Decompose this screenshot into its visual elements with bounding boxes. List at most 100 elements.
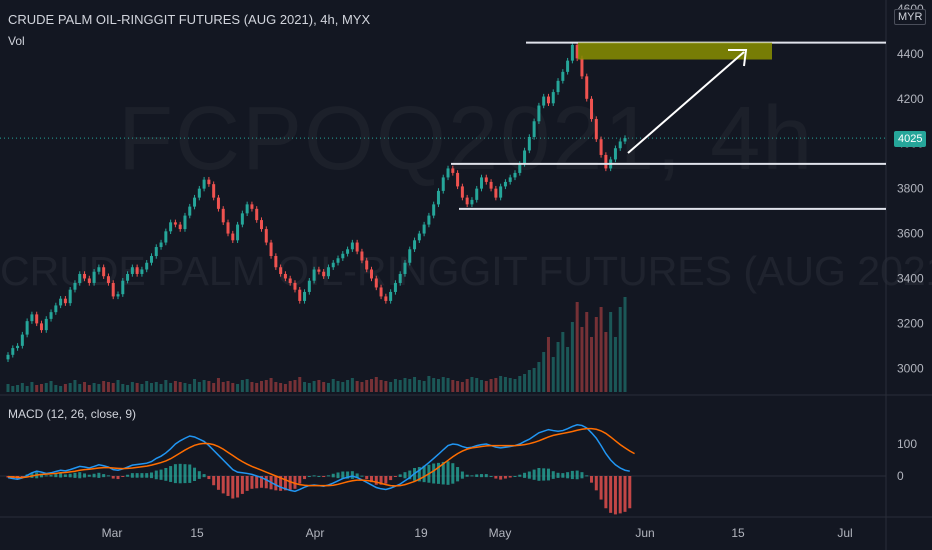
candle-body [169, 222, 173, 232]
candle-body [30, 314, 34, 322]
macd-histogram-bar [193, 467, 197, 481]
macd-histogram-bar [87, 474, 91, 477]
candle-body [370, 269, 374, 279]
volume-bar [83, 382, 87, 392]
volume-bar [566, 347, 570, 392]
volume-bar [169, 383, 173, 392]
macd-histogram-bar [293, 476, 297, 489]
candle-body [566, 60, 570, 72]
candle-body [393, 282, 397, 292]
volume-bar [503, 377, 507, 392]
candle-body [193, 197, 197, 207]
candle-body [149, 256, 153, 263]
macd-histogram-bar [73, 472, 77, 478]
volume-bar [341, 382, 345, 392]
candle-body [11, 348, 15, 355]
candle-body [135, 267, 139, 274]
volume-bar [212, 383, 216, 392]
time-tick-May: May [489, 526, 512, 540]
volume-bar [307, 383, 311, 392]
volume-bar [370, 379, 374, 392]
volume-bar [590, 337, 594, 392]
macd-histogram-bar [365, 476, 369, 480]
macd-histogram-bar [470, 475, 474, 477]
volume-bar [49, 381, 53, 392]
candle-body [413, 240, 417, 250]
volume-bar [350, 378, 354, 392]
time-tick-Jul: Jul [837, 526, 852, 540]
candle-body [207, 179, 211, 185]
macd-histogram-bar [360, 475, 364, 477]
macd-histogram-bar [456, 467, 460, 482]
macd-histogram-bar [398, 474, 402, 477]
macd-histogram-bar [384, 476, 388, 484]
candle-body [236, 224, 240, 241]
price-tick-4400: 4400 [897, 47, 924, 61]
macd-histogram-bar [446, 461, 450, 485]
currency-badge[interactable]: MYR [894, 9, 927, 25]
volume-bar [44, 383, 48, 392]
macd-histogram-bar [432, 463, 436, 484]
macd-histogram-bar [350, 471, 354, 479]
volume-bar [489, 379, 493, 392]
candle-body [73, 282, 77, 290]
macd-histogram-bar [613, 476, 617, 515]
macd-histogram-bar [288, 476, 292, 490]
volume-bar [102, 381, 106, 392]
candle-body [106, 276, 110, 283]
volume-bar [480, 380, 484, 392]
candle-body [527, 136, 531, 151]
volume-bar [374, 377, 378, 392]
volume-bar [111, 383, 115, 392]
macd-histogram-bar [331, 473, 335, 478]
volume-bar [360, 382, 364, 392]
volume-bar [231, 383, 235, 392]
macd-histogram-bar [346, 471, 350, 479]
macd-histogram-bar [374, 476, 378, 485]
candle-body [216, 197, 220, 209]
volume-bar [346, 380, 350, 392]
macd-histogram-bar [503, 476, 507, 479]
volume-bar [417, 380, 421, 392]
volume-label: Vol [8, 34, 25, 48]
volume-bar [465, 379, 469, 392]
macd-histogram-bar [226, 476, 230, 496]
macd-tick-100: 100 [897, 437, 917, 451]
candle-body [59, 298, 63, 306]
macd-histogram-bar [585, 475, 589, 477]
macd-histogram-bar [475, 474, 479, 477]
macd-histogram-bar [78, 472, 82, 479]
macd-histogram-bar [173, 464, 177, 484]
candle-body [546, 96, 550, 104]
candle-body [623, 138, 627, 142]
volume-bar [551, 357, 555, 392]
macd-histogram-bar [283, 476, 287, 491]
macd-histogram-bar [355, 473, 359, 478]
candle-body [523, 150, 527, 164]
candle-body [518, 163, 522, 173]
macd-histogram-bar [326, 475, 330, 477]
volume-bar [475, 378, 479, 392]
macd-histogram-bar [197, 471, 201, 479]
macd-histogram-bar [575, 470, 579, 480]
volume-bar [389, 382, 393, 392]
volume-bar [226, 381, 230, 392]
time-tick-19: 19 [414, 526, 428, 540]
candle-body [63, 298, 67, 304]
candle-body [274, 256, 278, 268]
candle-body [293, 282, 297, 290]
candle-body [604, 154, 608, 169]
candle-body [503, 181, 507, 187]
volume-bar [78, 384, 82, 392]
candle-body [130, 267, 134, 274]
candle-body [97, 267, 101, 272]
candle-body [25, 321, 29, 335]
volume-bar [379, 380, 383, 392]
volume-bar [269, 378, 273, 392]
candle-body [456, 172, 460, 187]
macd-histogram-bar [580, 472, 584, 479]
candle-body [92, 271, 96, 283]
macd-histogram-bar [274, 476, 278, 491]
volume-bar [413, 377, 417, 392]
